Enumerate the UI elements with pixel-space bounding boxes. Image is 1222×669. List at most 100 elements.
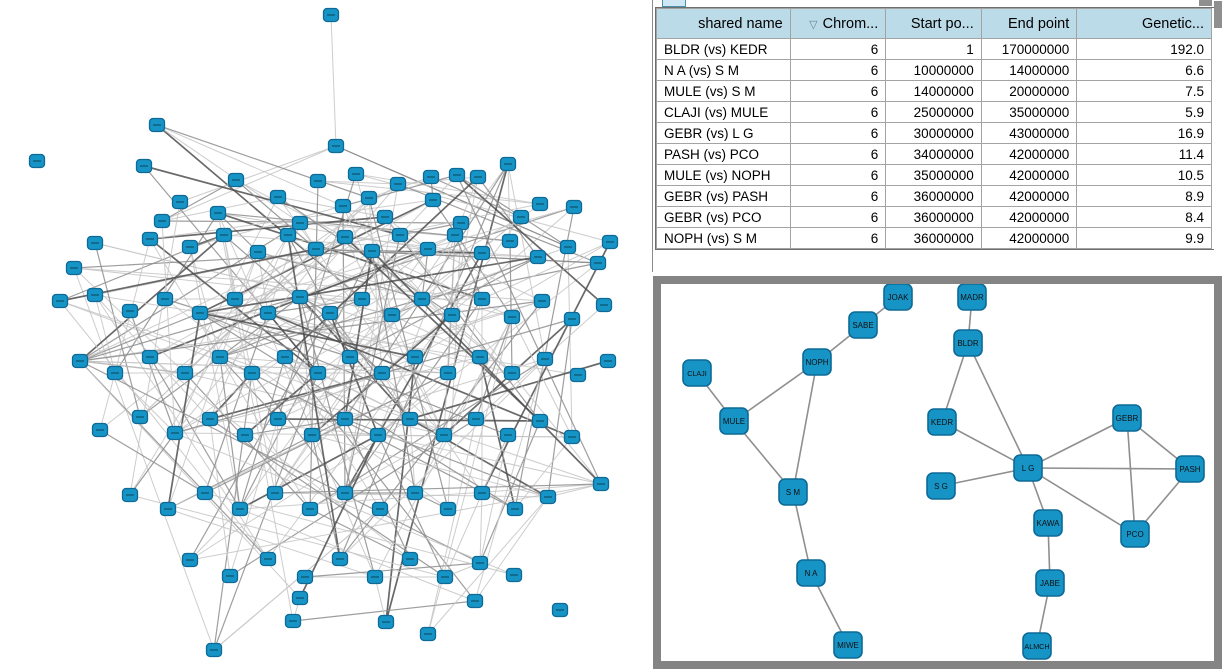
network-node[interactable] [291,215,309,231]
table-row[interactable]: MULE (vs) S M 6 14000000 20000000 7.5 [656,80,1212,102]
network-node[interactable] [86,235,104,251]
network-node[interactable] [259,305,277,321]
network-node[interactable] [366,569,384,585]
subnetwork-node-mule[interactable]: MULE [719,407,749,435]
network-node[interactable] [389,176,407,192]
subnetwork-node-claji[interactable]: CLAJI [682,359,712,387]
network-node[interactable] [439,365,457,381]
table-tab-chip[interactable] [662,0,686,7]
network-node[interactable] [391,227,409,243]
scrollbar-thumb[interactable] [1214,1,1222,28]
network-node[interactable] [439,501,457,517]
table-row[interactable]: GEBR (vs) L G 6 30000000 43000000 16.9 [656,122,1212,144]
network-node[interactable] [467,411,485,427]
network-node[interactable] [466,593,484,609]
table-row[interactable]: NOPH (vs) S M 6 36000000 42000000 9.9 [656,227,1212,249]
network-node[interactable] [141,231,159,247]
subnetwork-node-gebr[interactable]: GEBR [1112,404,1142,432]
network-node[interactable] [413,291,431,307]
table-row[interactable]: GEBR (vs) PCO 6 36000000 42000000 8.4 [656,206,1212,228]
network-node[interactable] [322,7,340,23]
network-node[interactable] [321,305,339,321]
network-node[interactable] [291,590,309,606]
subnetwork-node-bldr[interactable]: BLDR [953,329,983,357]
network-node[interactable] [503,309,521,325]
table-row[interactable]: N A (vs) S M 6 10000000 14000000 6.6 [656,59,1212,81]
subnetwork-node-s-g[interactable]: S G [926,472,956,500]
network-node[interactable] [559,239,577,255]
table-header-3[interactable]: End point [980,8,1078,39]
network-node[interactable] [353,291,371,307]
network-node[interactable] [309,173,327,189]
network-node[interactable] [443,307,461,323]
subnetwork-node-s-m[interactable]: S M [778,478,808,506]
network-node[interactable] [369,427,387,443]
network-node[interactable] [296,569,314,585]
network-node[interactable] [505,567,523,583]
network-node[interactable] [91,422,109,438]
network-node[interactable] [301,501,319,517]
network-node[interactable] [473,291,491,307]
network-node[interactable] [227,172,245,188]
network-node[interactable] [373,365,391,381]
network-node[interactable] [309,365,327,381]
network-node[interactable] [331,551,349,567]
network-node[interactable] [243,365,261,381]
subnetwork-node-l-g[interactable]: L G [1013,454,1043,482]
network-node[interactable] [191,305,209,321]
table-row[interactable]: BLDR (vs) KEDR 6 1 170000000 192.0 [656,38,1212,60]
network-node[interactable] [71,353,89,369]
network-node[interactable] [424,192,442,208]
network-node[interactable] [211,349,229,365]
network-node[interactable] [452,215,470,231]
network-node[interactable] [503,365,521,381]
network-node[interactable] [360,190,378,206]
network-node[interactable] [499,156,517,172]
subnetwork-node-madr[interactable]: MADR [957,284,987,311]
network-node[interactable] [28,153,46,169]
network-node[interactable] [563,311,581,327]
network-node[interactable] [51,293,69,309]
network-node[interactable] [336,485,354,501]
network-node[interactable] [569,367,587,383]
network-node[interactable] [156,291,174,307]
network-node[interactable] [595,297,613,313]
network-node[interactable] [436,569,454,585]
table-row[interactable]: PASH (vs) PCO 6 34000000 42000000 11.4 [656,143,1212,165]
network-node[interactable] [499,427,517,443]
network-node[interactable] [471,349,489,365]
subnetwork-node-almch[interactable]: ALMCH [1022,632,1052,660]
network-node[interactable] [279,227,297,243]
network-node[interactable] [601,234,619,250]
network-node[interactable] [209,205,227,221]
network-node[interactable] [529,249,547,265]
network-node[interactable] [231,501,249,517]
network-node[interactable] [266,485,284,501]
network-node[interactable] [205,642,223,658]
network-node[interactable] [512,209,530,225]
network-node[interactable] [181,239,199,255]
network-node[interactable] [284,613,302,629]
network-node[interactable] [135,158,153,174]
network-node[interactable] [446,227,464,243]
table-row[interactable]: MULE (vs) NOPH 6 35000000 42000000 10.5 [656,164,1212,186]
network-node[interactable] [501,233,519,249]
network-node[interactable] [406,349,424,365]
network-node[interactable] [563,429,581,445]
network-node[interactable] [121,303,139,319]
subnetwork-node-miwe[interactable]: MIWE [833,631,863,659]
network-node[interactable] [236,427,254,443]
subnetwork-node-jabe[interactable]: JABE [1035,569,1065,597]
network-node[interactable] [599,353,617,369]
table-header-1[interactable]: ▽ Chrom... [789,8,887,39]
network-node[interactable] [422,169,440,185]
network-node[interactable] [226,291,244,307]
network-node[interactable] [469,169,487,185]
network-node[interactable] [196,485,214,501]
network-node[interactable] [531,196,549,212]
network-node[interactable] [181,552,199,568]
network-node[interactable] [86,287,104,303]
network-node[interactable] [259,551,277,567]
network-node[interactable] [371,501,389,517]
network-node[interactable] [401,551,419,567]
